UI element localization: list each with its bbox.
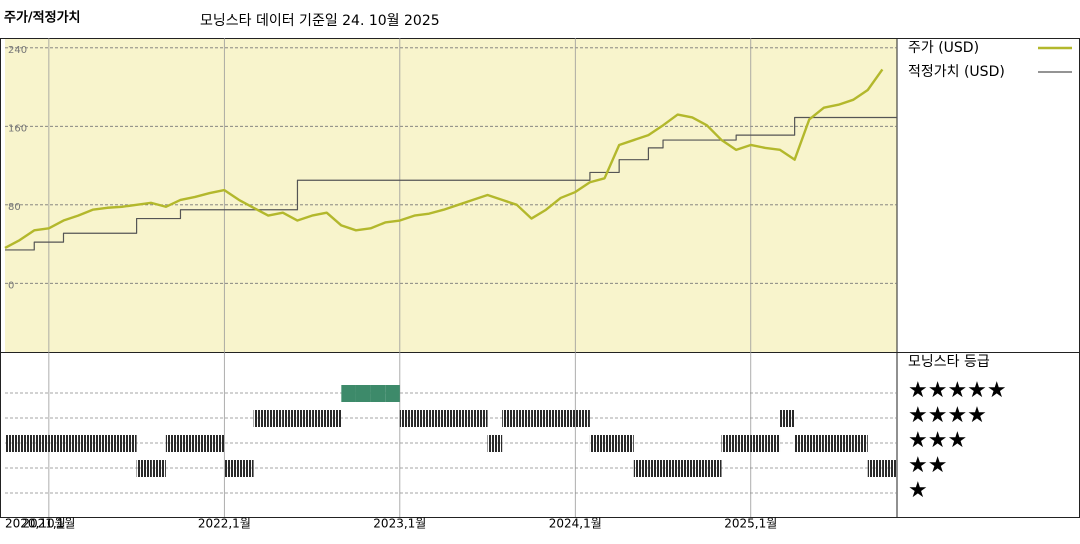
- rating-bar: [531, 410, 547, 427]
- rating-bar: [546, 410, 561, 427]
- rating-bar: [268, 410, 283, 427]
- y-tick-label: 240: [8, 45, 27, 56]
- rating-bar: [355, 385, 371, 402]
- x-tick-label: 2024,1월: [549, 517, 602, 531]
- rating-bar: [677, 460, 693, 477]
- rating-bar: [19, 435, 35, 452]
- rating-bar: [136, 460, 152, 477]
- rating-bar: [341, 385, 356, 402]
- rating-level-label: ★★★★★: [908, 378, 1007, 403]
- rating-title: 모닝스타 등급: [908, 354, 990, 370]
- rating-bar: [633, 460, 649, 477]
- rating-bar: [92, 435, 108, 452]
- rating-bar: [867, 460, 883, 477]
- rating-bar: [619, 435, 634, 452]
- rating-bar: [78, 435, 93, 452]
- rating-bar: [282, 410, 298, 427]
- rating-bar: [312, 410, 327, 427]
- chart-subtitle: 모닝스타 데이터 기준일 24. 10월 2025: [200, 13, 440, 29]
- rating-level-label: ★★★: [908, 428, 967, 453]
- x-tick-label: 2022,1월: [198, 517, 251, 531]
- y-tick-label: 160: [8, 123, 27, 134]
- rating-bar: [195, 435, 210, 452]
- rating-bar: [253, 410, 269, 427]
- rating-bar: [458, 410, 473, 427]
- rating-bar: [589, 435, 605, 452]
- rating-bar: [780, 410, 795, 427]
- rating-bar: [736, 435, 751, 452]
- rating-bar: [560, 410, 576, 427]
- y-tick-label: 80: [8, 202, 21, 213]
- rating-bar: [297, 410, 313, 427]
- plot-background: [5, 38, 897, 352]
- rating-bar: [648, 460, 664, 477]
- legend-label: 적정가치 (USD): [908, 64, 1005, 80]
- rating-bar: [823, 435, 839, 452]
- rating-bar: [385, 385, 400, 402]
- x-tick-label: 2023,1월: [373, 517, 426, 531]
- rating-bar: [5, 435, 20, 452]
- rating-bar: [224, 460, 239, 477]
- rating-bar: [48, 435, 64, 452]
- rating-bar: [326, 410, 342, 427]
- rating-bar: [238, 460, 254, 477]
- legend-label: 주가 (USD): [908, 40, 979, 56]
- rating-bar: [487, 435, 503, 452]
- x-tick-label: 2021,1월: [22, 517, 75, 531]
- rating-bar: [692, 460, 707, 477]
- rating-bar: [838, 435, 854, 452]
- rating-bar: [121, 435, 137, 452]
- rating-bar: [399, 410, 415, 427]
- rating-bar: [750, 435, 766, 452]
- chart-title: 주가/적정가치: [4, 10, 81, 26]
- x-tick-label: 2020,10월: [5, 517, 66, 531]
- rating-bar: [765, 435, 781, 452]
- rating-bar: [429, 410, 444, 427]
- rating-bar: [414, 410, 430, 427]
- rating-bar: [63, 435, 79, 452]
- rating-bar: [604, 435, 620, 452]
- rating-bar: [472, 410, 488, 427]
- rating-bar: [151, 460, 166, 477]
- series-line: [4, 68, 884, 250]
- rating-bar: [706, 460, 722, 477]
- rating-bar: [809, 435, 824, 452]
- y-tick-label: 0: [8, 280, 14, 291]
- rating-bar: [882, 460, 897, 477]
- rating-bar: [107, 435, 122, 452]
- rating-bar: [516, 410, 532, 427]
- rating-bar: [165, 435, 181, 452]
- rating-bar: [853, 435, 868, 452]
- rating-bar: [34, 435, 49, 452]
- rating-bar: [575, 410, 590, 427]
- rating-bar: [663, 460, 678, 477]
- rating-level-label: ★★★★: [908, 403, 987, 428]
- rating-bar: [370, 385, 386, 402]
- x-tick-label: 2025,1월: [724, 517, 777, 531]
- rating-bar: [209, 435, 225, 452]
- series-line: [5, 116, 897, 251]
- rating-level-label: ★★: [908, 453, 947, 478]
- rating-bar: [502, 410, 517, 427]
- rating-bar: [180, 435, 196, 452]
- rating-bar: [721, 435, 737, 452]
- rating-bar: [443, 410, 459, 427]
- rating-level-label: ★: [908, 478, 928, 503]
- rating-bar: [794, 435, 810, 452]
